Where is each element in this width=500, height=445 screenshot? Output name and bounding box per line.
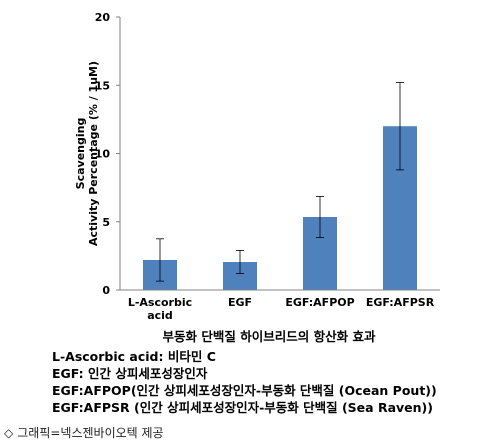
y-axis-ticks: 0 5 10 15 20 (95, 11, 120, 297)
error-bars (156, 82, 404, 282)
legend-line-afpop: EGF:AFPOP(인간 상피세포성장인자-부동화 단백질 (Ocean Pou… (52, 383, 437, 398)
legend-line-ascorbic: L-Ascorbic acid: 비타민 C (52, 349, 216, 364)
diamond-outline-icon: ◇ (4, 426, 14, 440)
legend-line-afpsr: EGF:AFPSR (인간 상피세포성장인자-부동화 단백질 (Sea Rave… (52, 400, 433, 415)
y-tick-label: 10 (95, 148, 111, 161)
bar-chart: Scavenging Activity Percentage (% / 1uM) … (74, 11, 440, 322)
y-tick-label: 20 (95, 11, 111, 24)
image-credit: ◇ 그래픽=넥스젠바이오텍 제공 (4, 424, 164, 441)
axes (119, 17, 440, 291)
x-tick-label: EGF (228, 296, 252, 309)
legend-line-egf: EGF: 인간 상피세포성장인자 (52, 366, 208, 381)
x-tick-label: EGF:AFPSR (366, 296, 435, 309)
credit-text: 그래픽=넥스젠바이오텍 제공 (17, 426, 164, 440)
y-tick-label: 0 (102, 284, 110, 297)
y-tick-label: 15 (95, 79, 110, 92)
caption-title: 부동화 단백질 하이브리드의 항산화 효과 (162, 329, 376, 344)
x-tick-label: EGF:AFPOP (285, 296, 354, 309)
chart-caption: 부동화 단백질 하이브리드의 항산화 효과 L-Ascorbic acid: 비… (0, 328, 500, 416)
x-tick-label: L-Ascorbic acid (128, 296, 192, 322)
y-axis-label-line: Scavenging (74, 118, 87, 190)
x-axis-tick-labels: L-Ascorbic acid EGF EGF:AFPOP EGF:AFPSR (128, 296, 435, 322)
y-tick-label: 5 (102, 216, 110, 229)
y-axis-label-line: Activity Percentage (% / 1uM) (87, 61, 100, 246)
y-axis-label: Scavenging Activity Percentage (% / 1uM) (74, 61, 100, 246)
bars (143, 126, 417, 290)
